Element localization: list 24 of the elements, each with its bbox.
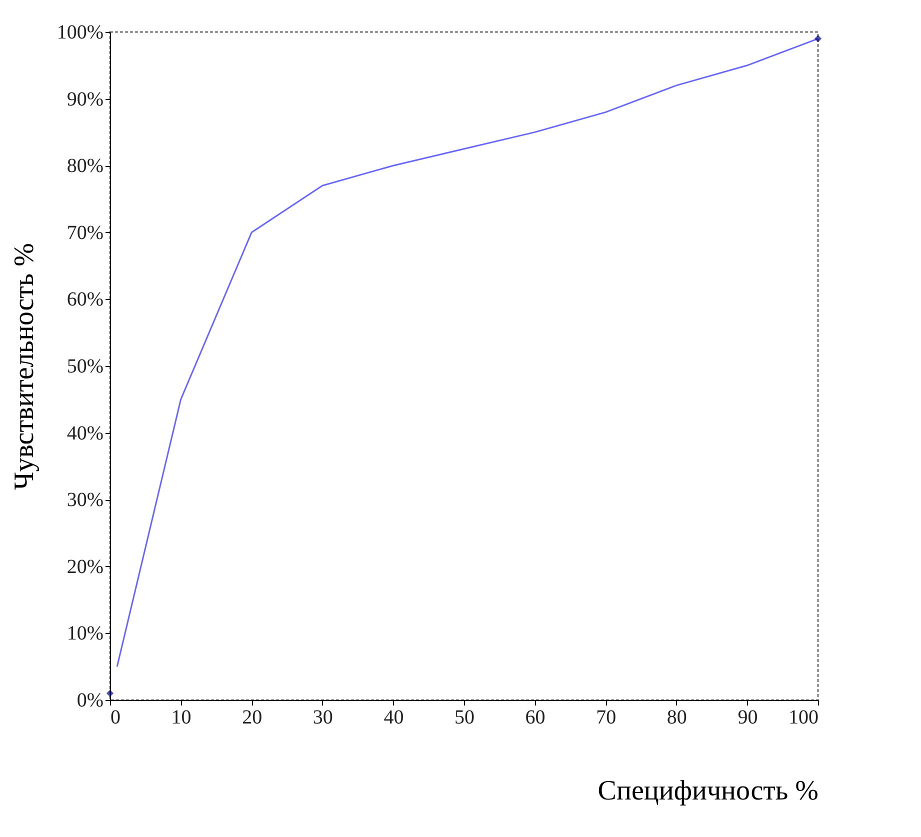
x-tick-label: 100 <box>788 706 818 728</box>
x-tick-label: 90 <box>738 706 758 728</box>
x-tick-label: 70 <box>596 706 616 728</box>
x-tick-label: 0 <box>110 706 120 728</box>
y-axis-title: Чувствительность % <box>8 243 40 490</box>
y-tick-label: 80% <box>66 155 104 178</box>
x-tick-label: 10 <box>171 706 192 728</box>
y-tick-label: 70% <box>66 222 104 244</box>
x-tick-label: 80 <box>666 706 687 728</box>
y-tick-label: 100% <box>56 22 104 44</box>
x-tick-label: 50 <box>454 706 474 728</box>
y-tick-label: 90% <box>66 88 104 110</box>
y-tick-label: 60% <box>66 288 104 311</box>
x-tick-label: 60 <box>525 706 546 728</box>
y-tick-label: 40% <box>66 422 104 444</box>
x-axis-title: Специфичность % <box>598 776 818 806</box>
x-tick-label: 20 <box>242 706 262 728</box>
y-tick-label: 20% <box>66 556 104 578</box>
y-tick-label: 0% <box>76 690 104 712</box>
y-tick-label: 10% <box>66 622 104 645</box>
x-tick-label: 30 <box>312 706 333 728</box>
y-tick-label: 30% <box>66 489 104 512</box>
y-tick-label: 50% <box>66 356 104 378</box>
x-tick-label: 40 <box>384 706 404 728</box>
